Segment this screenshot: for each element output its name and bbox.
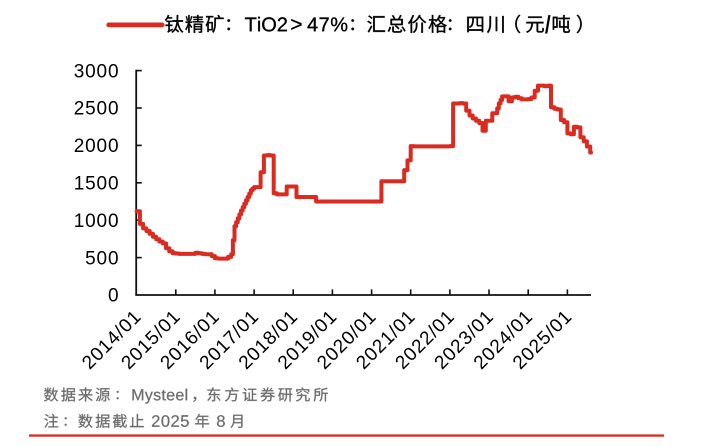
svg-text:2500: 2500	[74, 99, 120, 120]
svg-text:0: 0	[108, 286, 119, 307]
svg-text:1000: 1000	[74, 211, 120, 232]
svg-text:500: 500	[85, 248, 119, 269]
svg-text:3000: 3000	[74, 61, 120, 82]
svg-text:2000: 2000	[74, 136, 120, 157]
svg-text:1500: 1500	[74, 174, 120, 195]
